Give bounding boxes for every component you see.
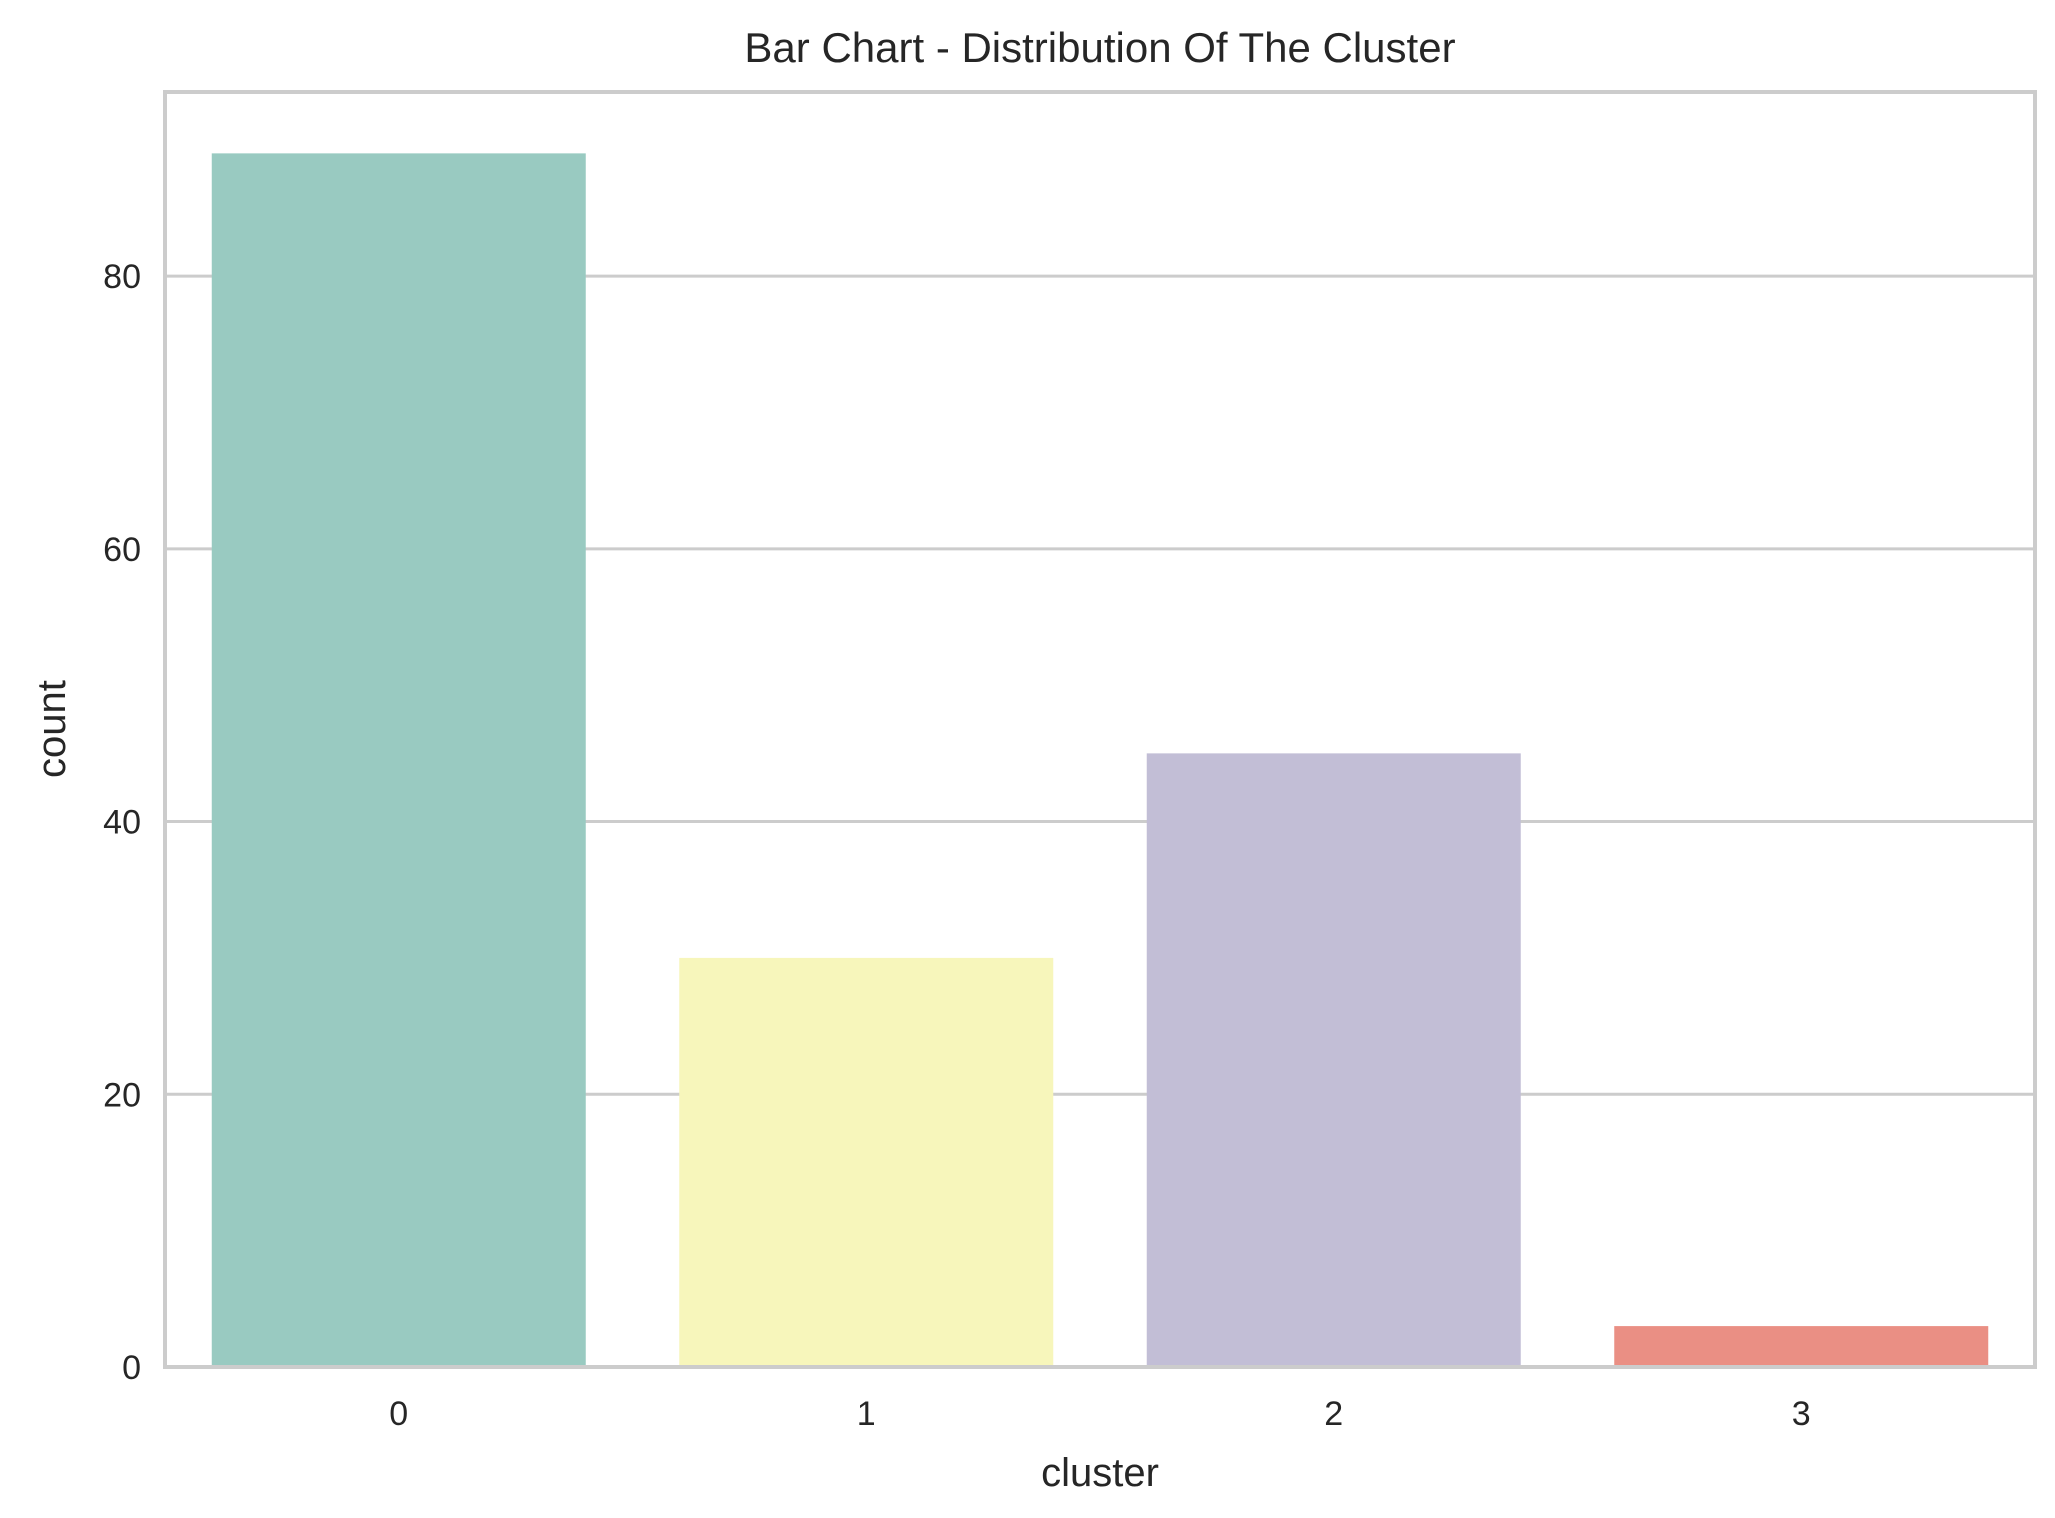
bar-cluster-1 — [679, 957, 1054, 1367]
bar-cluster-3 — [1614, 1326, 1989, 1367]
plot-frame — [163, 90, 2037, 1369]
y-tick-label: 0 — [122, 1349, 141, 1387]
y-tick-label: 40 — [103, 804, 141, 842]
y-axis-label: count — [30, 680, 74, 778]
x-tick-label: 2 — [1324, 1395, 1343, 1433]
y-axis-ticks: 0 20 40 60 80 — [103, 258, 141, 1387]
bar-cluster-0 — [211, 153, 586, 1367]
chart-title: Bar Chart - Distribution Of The Cluster — [744, 24, 1455, 71]
y-tick-label: 20 — [103, 1076, 141, 1114]
bar-cluster-2 — [1146, 753, 1521, 1367]
y-tick-label: 80 — [103, 258, 141, 296]
x-tick-label: 0 — [389, 1395, 408, 1433]
bars — [211, 153, 1989, 1367]
x-tick-label: 1 — [857, 1395, 876, 1433]
y-tick-label: 60 — [103, 531, 141, 569]
x-axis-ticks: 0 1 2 3 — [389, 1395, 1810, 1433]
x-tick-label: 3 — [1792, 1395, 1811, 1433]
x-axis-label: cluster — [1041, 1451, 1159, 1495]
